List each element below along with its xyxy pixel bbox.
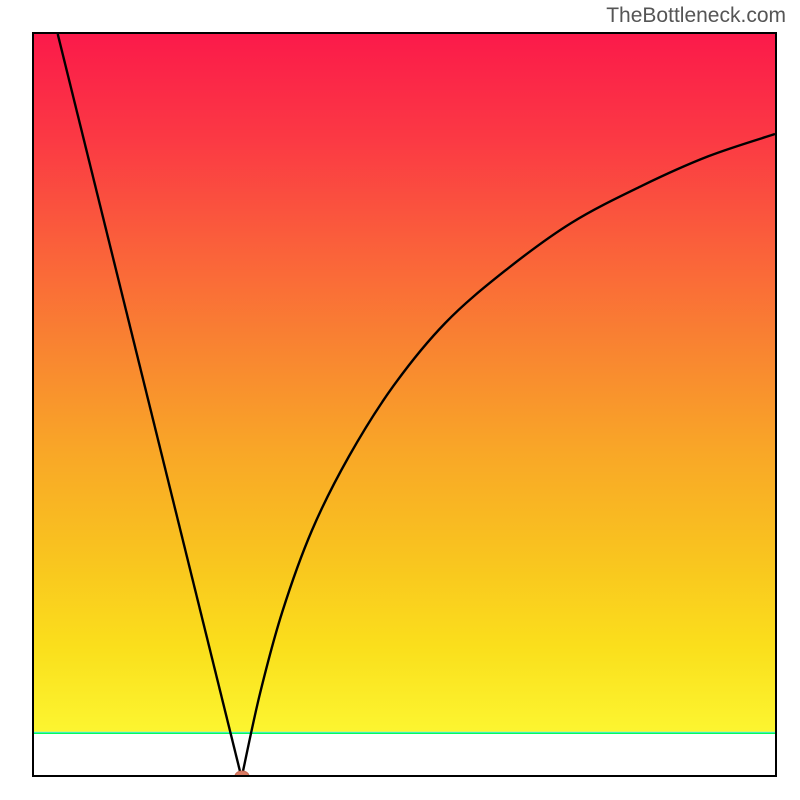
chart-plot-area: [32, 32, 777, 777]
minimum-marker: [234, 770, 249, 777]
curve-left-branch: [58, 34, 240, 771]
watermark-text: TheBottleneck.com: [606, 4, 786, 28]
bottleneck-curve: [34, 34, 775, 775]
curve-right-branch: [243, 134, 775, 771]
